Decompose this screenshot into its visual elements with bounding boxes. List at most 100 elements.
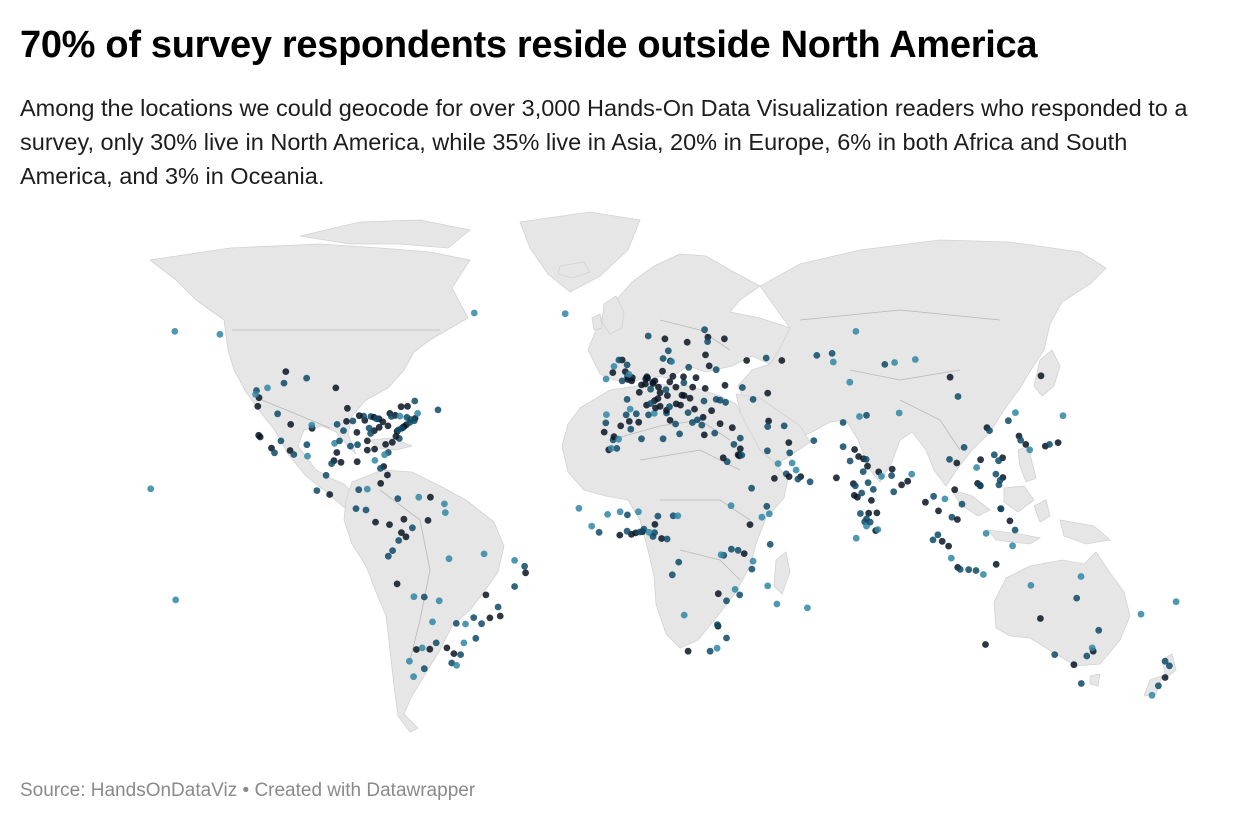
- respondent-point: [511, 583, 518, 590]
- respondent-point: [254, 402, 262, 410]
- respondent-point: [392, 432, 400, 440]
- respondent-point: [652, 404, 659, 412]
- respondent-point: [947, 554, 955, 562]
- respondent-point: [941, 495, 949, 503]
- respondent-point: [712, 366, 720, 374]
- respondent-point: [651, 521, 659, 528]
- source-name[interactable]: HandsOnDataViz: [90, 780, 238, 801]
- land-australia: [993, 551, 1131, 667]
- respondent-point: [394, 495, 402, 502]
- respondent-point: [602, 419, 610, 427]
- respondent-point: [997, 505, 1005, 513]
- respondent-point: [973, 464, 980, 471]
- respondent-point: [727, 502, 735, 510]
- respondent-point: [616, 508, 624, 516]
- credit-link[interactable]: Created with Datawrapper: [254, 780, 476, 801]
- respondent-point: [904, 477, 912, 485]
- respondent-point: [1077, 573, 1085, 580]
- respondent-point: [1073, 594, 1081, 602]
- respondent-point: [676, 430, 683, 438]
- respondent-point: [651, 377, 659, 385]
- respondent-point: [404, 402, 411, 410]
- respondent-point: [723, 634, 730, 642]
- respondent-point: [992, 470, 1000, 478]
- respondent-point: [617, 422, 625, 430]
- respondent-point: [398, 529, 405, 536]
- respondent-point: [656, 389, 664, 397]
- respondent-point: [336, 437, 343, 445]
- respondent-point: [664, 392, 671, 399]
- respondent-point: [672, 400, 680, 408]
- respondent-point: [353, 429, 361, 436]
- respondent-point: [746, 521, 754, 528]
- respondent-point: [277, 437, 285, 445]
- respondent-point: [1137, 610, 1145, 618]
- respondent-point: [1037, 372, 1045, 380]
- respondent-point: [1161, 674, 1169, 681]
- respondent-point: [958, 500, 966, 508]
- respondent-point: [700, 431, 708, 439]
- respondent-point: [353, 458, 361, 466]
- respondent-point: [274, 410, 281, 418]
- respondent-point: [689, 383, 697, 391]
- respondent-point: [280, 379, 288, 387]
- respondent-point: [851, 446, 858, 453]
- respondent-point: [722, 398, 729, 406]
- respondent-point: [706, 647, 714, 655]
- respondent-point: [1070, 661, 1078, 669]
- respondent-point: [355, 412, 363, 420]
- respondent-point: [388, 413, 395, 420]
- respondent-point: [623, 527, 631, 535]
- respondent-point: [663, 535, 671, 543]
- respondent-point: [398, 425, 406, 432]
- respondent-point: [833, 474, 840, 482]
- respondent-point: [445, 555, 453, 563]
- respondent-point: [713, 644, 721, 652]
- respondent-point: [935, 507, 942, 515]
- land-new-zealand: [1143, 653, 1177, 697]
- respondent-point: [355, 486, 363, 494]
- respondent-point: [714, 590, 722, 598]
- respondent-point: [764, 447, 771, 455]
- land-greenland: [519, 211, 641, 293]
- respondent-point: [435, 597, 443, 605]
- respondent-point: [701, 385, 709, 392]
- respondent-point: [363, 446, 371, 454]
- respondent-point: [721, 335, 728, 343]
- respondent-point: [689, 419, 696, 426]
- respondent-point: [304, 452, 311, 460]
- respondent-point: [672, 420, 679, 428]
- world-map: [0, 200, 1240, 760]
- respondent-point: [388, 438, 396, 446]
- respondent-point: [785, 473, 793, 480]
- respondent-point: [377, 465, 384, 472]
- respondent-point: [864, 462, 871, 470]
- respondent-point: [717, 551, 725, 559]
- respondent-point: [636, 528, 644, 536]
- respondent-point: [986, 427, 993, 434]
- respondent-point: [418, 644, 426, 652]
- respondent-point: [738, 451, 746, 459]
- respondent-point: [895, 409, 903, 417]
- respondent-point: [649, 533, 657, 540]
- respondent-point: [252, 391, 259, 398]
- respondent-point: [765, 510, 773, 518]
- respondent-point: [332, 384, 340, 392]
- respondent-point: [852, 534, 860, 542]
- respondent-point: [771, 475, 778, 482]
- respondent-point: [869, 486, 877, 493]
- respondent-point: [908, 470, 916, 478]
- respondent-point: [313, 487, 321, 494]
- respondent-point: [854, 493, 861, 501]
- respondent-point: [758, 513, 766, 521]
- respondent-point: [828, 350, 836, 357]
- respondent-point: [990, 451, 998, 459]
- respondent-point: [326, 491, 334, 498]
- respondent-point: [852, 328, 860, 335]
- respondent-point: [945, 542, 952, 550]
- respondent-point: [680, 373, 687, 381]
- respondent-point: [680, 392, 688, 399]
- respondent-point: [728, 424, 736, 432]
- respondent-point: [1026, 446, 1034, 454]
- respondent-point: [610, 363, 618, 370]
